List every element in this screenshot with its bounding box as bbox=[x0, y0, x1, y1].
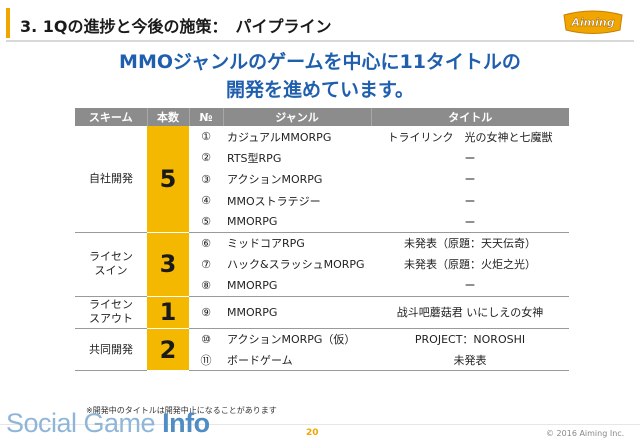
headline-line1: MMOジャンルのゲームを中心に11タイトルの bbox=[119, 51, 521, 73]
title-cell: ー bbox=[464, 151, 476, 165]
table-row: 自社開発 5 ① カジュアルMMORPG トライリンク 光の女神と七魔獣 bbox=[75, 126, 569, 233]
pipeline-table: スキーム 本数 № ジャンル タイトル 自社開発 5 ① カジュアルMMORPG… bbox=[75, 108, 569, 372]
no-cell: ① bbox=[201, 130, 211, 144]
svg-text:Aiming: Aiming bbox=[570, 16, 614, 29]
no-cell: ⑪ bbox=[189, 349, 223, 372]
title-cell: ー bbox=[464, 173, 476, 187]
table-row: ライセンスイン 3 ⑥ ミッドコアRPG 未発表（原題：天天伝奇） bbox=[75, 232, 569, 297]
col-header-title: タイトル bbox=[370, 108, 569, 126]
table-row: ④ MMOストラテジー ー bbox=[75, 190, 569, 211]
genre-cell: MMORPG bbox=[223, 211, 371, 233]
no-cell: ⑨ bbox=[189, 296, 223, 329]
genre-cell: アクションMORPG（仮） bbox=[227, 333, 356, 347]
title-cell: ー bbox=[371, 211, 569, 233]
social-game-info-watermark: Social Game Info bbox=[6, 408, 210, 439]
col-header-count: 本数 bbox=[146, 108, 189, 126]
no-cell: ④ bbox=[201, 194, 211, 208]
headline: MMOジャンルのゲームを中心に11タイトルの 開発を進めています。 bbox=[0, 48, 640, 104]
genre-cell: ミッドコアRPG bbox=[227, 237, 305, 251]
title-cell: ー bbox=[371, 275, 569, 297]
scheme-cell: 共同開発 bbox=[75, 328, 147, 372]
title-cell: PROJECT：NOROSHI bbox=[414, 333, 526, 347]
scheme-cell: ライセンスイン bbox=[75, 232, 147, 297]
table-row: ⑤ MMORPG ー bbox=[75, 211, 569, 233]
title-divider bbox=[6, 40, 634, 42]
title-accent bbox=[6, 8, 10, 38]
no-cell: ⑤ bbox=[189, 211, 223, 233]
genre-cell: MMOストラテジー bbox=[227, 194, 321, 208]
count-cell: 1 bbox=[147, 296, 189, 329]
scheme-cell: ライセンスアウト bbox=[75, 296, 147, 329]
no-cell: ⑩ bbox=[201, 332, 211, 346]
scheme-cell: 自社開発 bbox=[75, 126, 147, 233]
count-cell: 2 bbox=[147, 328, 189, 372]
col-header-no: № bbox=[188, 108, 223, 126]
table-row: 共同開発 2 ⑩ アクションMORPG（仮） PROJECT：NOROSHI bbox=[75, 328, 569, 372]
genre-cell: ハック&スラッシュMORPG bbox=[227, 258, 365, 272]
table-row: ③ アクションMORPG ー bbox=[75, 169, 569, 190]
headline-line2: 開発を進めています。 bbox=[225, 79, 415, 101]
col-header-genre: ジャンル bbox=[222, 108, 371, 126]
genre-cell: ボードゲーム bbox=[223, 349, 371, 372]
genre-cell: MMORPG bbox=[223, 296, 371, 329]
table-row: ライセンスアウト 1 ⑨ MMORPG 战斗吧蘑菇君 いにしえの女神 bbox=[75, 296, 569, 329]
no-cell: ⑧ bbox=[189, 275, 223, 297]
title-cell: トライリンク 光の女神と七魔獣 bbox=[387, 130, 553, 144]
title-bar: 3. 1Qの進捗と今後の施策： パイプライン bbox=[6, 8, 566, 38]
brand-light: Social Game bbox=[6, 408, 163, 438]
genre-cell: RTS型RPG bbox=[227, 151, 282, 165]
footer-divider bbox=[0, 424, 640, 425]
title-cell: 未発表（原題：火炬之光） bbox=[404, 258, 536, 272]
table-row: ⑧ MMORPG ー bbox=[75, 275, 569, 297]
genre-cell: MMORPG bbox=[223, 275, 371, 297]
title-cell: 未発表（原題：天天伝奇） bbox=[404, 237, 536, 251]
pipeline-table-wrap: スキーム 本数 № ジャンル タイトル 自社開発 5 ① カジュアルMMORPG… bbox=[75, 108, 569, 372]
genre-cell: アクションMORPG bbox=[227, 173, 323, 187]
table-row: ⑦ ハック&スラッシュMORPG 未発表（原題：火炬之光） bbox=[75, 254, 569, 275]
table-header-row: スキーム 本数 № ジャンル タイトル bbox=[75, 108, 569, 126]
table-row: ⑪ ボードゲーム 未発表 bbox=[75, 349, 569, 372]
count-cell: 3 bbox=[147, 232, 189, 297]
no-cell: ⑦ bbox=[201, 257, 211, 271]
title-cell: 战斗吧蘑菇君 いにしえの女神 bbox=[371, 296, 569, 329]
col-header-scheme: スキーム bbox=[75, 108, 147, 126]
footnote: ※開発中のタイトルは開発中止になることがあります bbox=[86, 406, 277, 415]
title-cell: 未発表 bbox=[371, 349, 569, 372]
table-row: ② RTS型RPG ー bbox=[75, 147, 569, 168]
genre-cell: カジュアルMMORPG bbox=[227, 130, 332, 144]
slide-title: 3. 1Qの進捗と今後の施策： パイプライン bbox=[20, 17, 332, 36]
aiming-logo: Aiming bbox=[563, 10, 623, 34]
title-cell: ー bbox=[464, 194, 476, 208]
page-number: 20 bbox=[306, 428, 319, 438]
no-cell: ② bbox=[201, 151, 211, 165]
no-cell: ③ bbox=[201, 172, 211, 186]
no-cell: ⑥ bbox=[201, 236, 211, 250]
brand-bold: Info bbox=[162, 408, 210, 438]
count-cell: 5 bbox=[147, 126, 189, 233]
copyright: © 2016 Aiming Inc. bbox=[546, 429, 625, 438]
